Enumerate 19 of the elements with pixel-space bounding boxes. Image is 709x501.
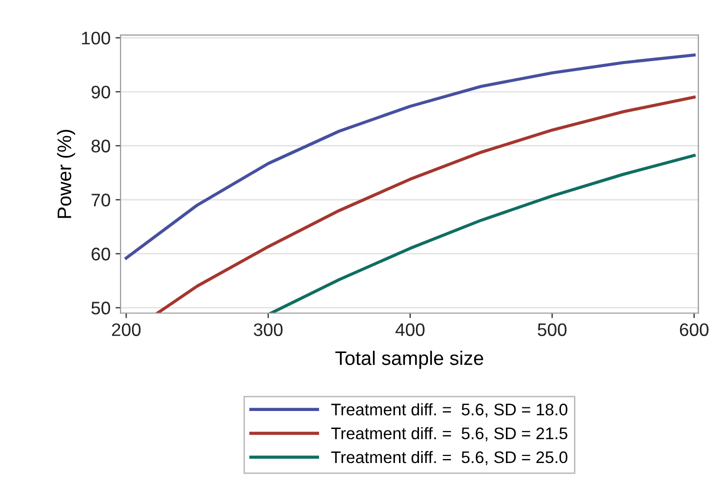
legend-label: Treatment diff. = 5.6, SD = 25.0 [331,450,568,466]
x-tick-label: 600 [680,323,708,336]
legend-label: Treatment diff. = 5.6, SD = 21.5 [331,427,568,442]
x-tick-label: 500 [538,323,566,336]
y-tick-label: 50 [91,302,110,314]
x-tick-label: 400 [396,323,425,336]
legend-label: Treatment diff. = 5.6, SD = 18.0 [331,403,568,418]
y-tick-label: 100 [82,32,110,44]
y-tick-label: 60 [92,248,110,260]
y-tick-label: 90 [92,86,110,98]
x-tick-label: 300 [254,323,283,336]
line-series [124,54,696,260]
y-tick-label: 70 [92,194,110,206]
line-series [269,154,696,314]
x-tick-label: 200 [112,323,141,336]
line-series [156,96,696,314]
y-tick-label: 80 [92,140,110,152]
y-axis-title: Power (%) [57,130,76,218]
x-axis-title: Total sample size [335,350,484,369]
